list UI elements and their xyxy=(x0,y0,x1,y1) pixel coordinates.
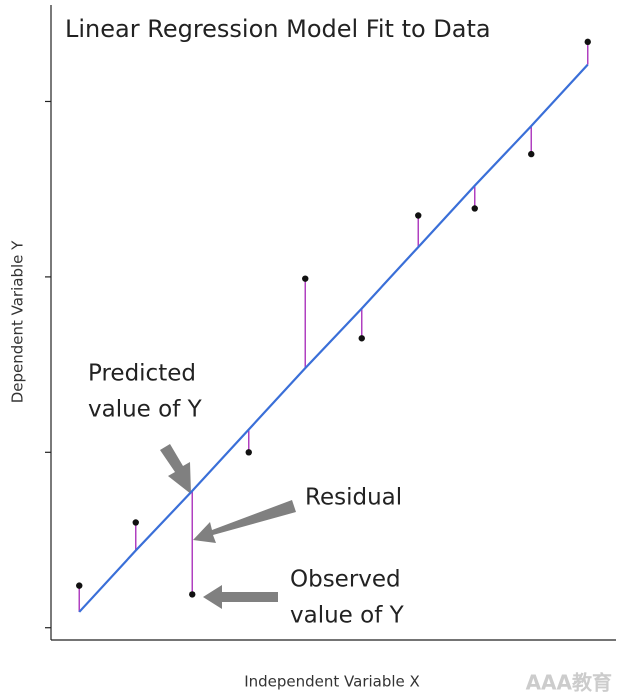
annotation: value of Y xyxy=(88,397,203,423)
annotation: Predicted xyxy=(88,361,196,387)
data-point xyxy=(302,275,309,282)
arrow xyxy=(193,500,296,543)
watermark: AAA教育 xyxy=(526,671,612,695)
arrow xyxy=(203,585,278,609)
x-axis-label: Independent Variable X xyxy=(244,673,420,691)
annotation: Residual xyxy=(305,485,402,511)
y-axis-label: Dependent Variable Y xyxy=(9,240,27,403)
arrow xyxy=(160,444,191,494)
data-point xyxy=(528,150,535,158)
data-point xyxy=(245,449,252,456)
data-point xyxy=(415,212,422,219)
chart-title: Linear Regression Model Fit to Data xyxy=(65,15,491,43)
data-point xyxy=(471,205,478,212)
annotation: value of Y xyxy=(290,603,405,629)
annotation: Observed xyxy=(290,567,401,593)
data-point xyxy=(189,591,196,598)
fit-line xyxy=(78,63,589,613)
data-point xyxy=(76,582,83,589)
arrows xyxy=(160,444,296,609)
data-point xyxy=(132,519,139,526)
data-point xyxy=(584,38,591,46)
data-point xyxy=(358,335,365,342)
